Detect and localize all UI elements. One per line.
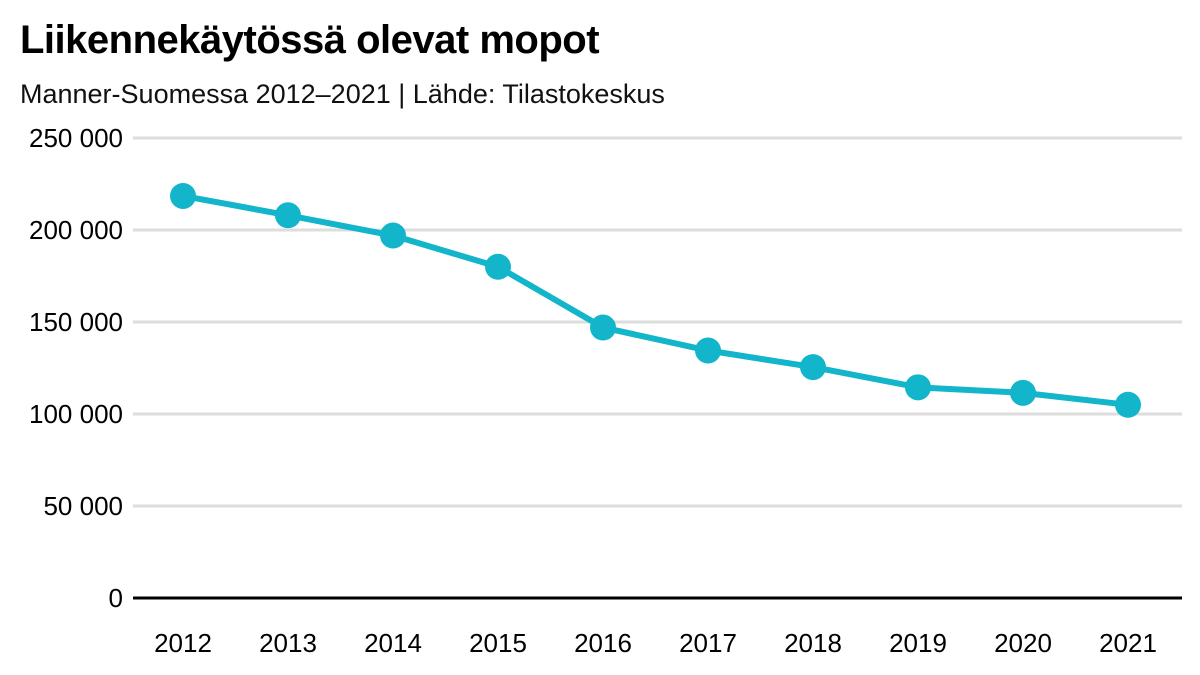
y-tick-label: 0 xyxy=(109,583,123,613)
chart-subtitle: Manner-Suomessa 2012–2021 | Lähde: Tilas… xyxy=(20,79,665,109)
data-point xyxy=(800,354,826,381)
x-tick-label: 2021 xyxy=(1099,628,1157,658)
data-point xyxy=(1115,391,1141,418)
x-tick-label: 2017 xyxy=(679,628,737,658)
x-tick-label: 2018 xyxy=(784,628,842,658)
data-point xyxy=(905,374,931,401)
x-tick-label: 2015 xyxy=(469,628,527,658)
x-tick-label: 2014 xyxy=(364,628,422,658)
chart-title: Liikennekäytössä olevat mopot xyxy=(20,18,600,62)
gridlines xyxy=(133,136,1182,508)
data-point xyxy=(1010,379,1036,406)
y-tick-label: 200 000 xyxy=(29,215,123,245)
data-point xyxy=(485,253,511,280)
x-tick-label: 2016 xyxy=(574,628,632,658)
x-tick-label: 2012 xyxy=(154,628,212,658)
data-point xyxy=(170,182,196,209)
y-tick-label: 150 000 xyxy=(29,307,123,337)
y-axis-tick-labels: 0 50 000 100 000 150 000 200 000 250 000 xyxy=(29,123,123,613)
data-point xyxy=(275,202,301,229)
series-line-group xyxy=(170,182,1141,418)
x-axis-tick-labels: 2012 2013 2014 2015 2016 2017 2018 2019 2020 2021 xyxy=(154,628,1157,658)
x-tick-label: 2013 xyxy=(259,628,317,658)
y-tick-label: 50 000 xyxy=(43,491,123,521)
x-tick-label: 2020 xyxy=(994,628,1052,658)
data-point xyxy=(695,337,721,364)
y-tick-label: 100 000 xyxy=(29,399,123,429)
x-tick-label: 2019 xyxy=(889,628,947,658)
data-point xyxy=(590,314,616,341)
series-line xyxy=(180,192,1131,408)
y-tick-label: 250 000 xyxy=(29,123,123,153)
data-point xyxy=(380,222,406,249)
